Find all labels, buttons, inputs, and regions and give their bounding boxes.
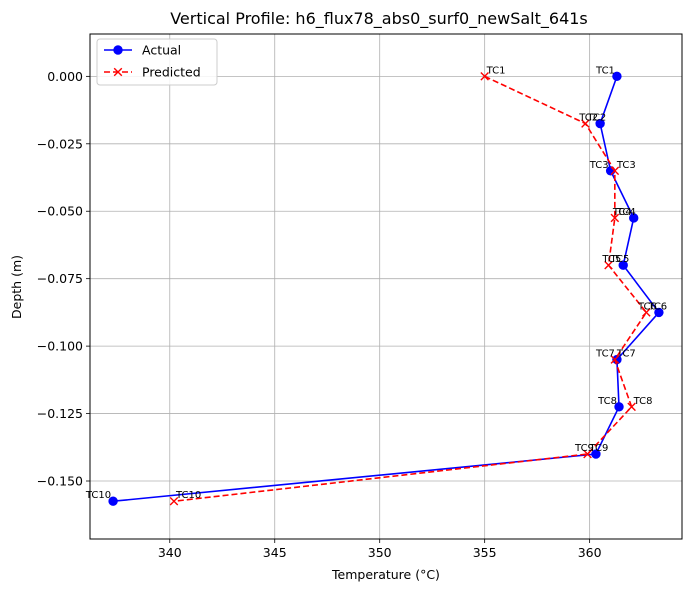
predicted-marker (113, 67, 123, 77)
actual-marker (654, 307, 664, 318)
x-tick-label: 350 (368, 545, 392, 560)
predicted-marker (169, 496, 179, 506)
actual-marker (614, 402, 624, 412)
actual-marker (612, 71, 622, 82)
actual-point-label: TC7 (595, 349, 615, 360)
x-tick-label: 345 (263, 545, 287, 560)
legend-predicted-label: Predicted (142, 65, 201, 80)
y-tick-label: −0.050 (37, 204, 83, 219)
actual-point-label: TC1 (595, 65, 615, 76)
y-tick-label: −0.075 (37, 271, 83, 286)
series-layer (108, 71, 664, 506)
predicted-marker (627, 402, 636, 412)
predicted-point-label: TC7 (616, 349, 636, 360)
x-axis: 340 345 350 355 360 (158, 539, 602, 560)
actual-point-label: TC5 (601, 254, 621, 265)
predicted-marker (642, 308, 651, 317)
actual-marker (629, 213, 639, 223)
y-tick-label: −0.025 (37, 136, 83, 151)
predicted-marker (604, 260, 613, 270)
actual-point-label: TC9 (574, 443, 594, 454)
actual-marker (108, 496, 118, 506)
actual-point-label: TC3 (589, 160, 609, 171)
actual-point-label: TC2 (578, 113, 598, 124)
predicted-marker (583, 449, 592, 459)
predicted-point-label: TC5 (610, 254, 630, 265)
plot-frame (89, 33, 683, 540)
predicted-point-label: TC9 (589, 443, 609, 454)
y-tick-label: 0.000 (47, 69, 83, 84)
y-tick-label: −0.100 (37, 339, 83, 354)
x-tick-label: 340 (158, 545, 182, 560)
actual-point-label: TC10 (85, 490, 111, 501)
legend-actual-label: Actual (142, 43, 181, 58)
x-axis-label: Temperature (°C) (331, 567, 440, 582)
legend: Actual Predicted (96, 38, 218, 86)
actual-point-label: TC6 (637, 301, 657, 312)
predicted-marker (610, 355, 620, 364)
x-tick-label: 360 (578, 545, 602, 560)
predicted-point-label: TC10 (175, 490, 201, 501)
actual-marker (591, 449, 601, 459)
predicted-marker (581, 119, 590, 128)
actual-marker (113, 45, 123, 55)
x-tick-label: 355 (473, 545, 497, 560)
actual-point-label: TC4 (612, 207, 632, 218)
actual-marker (618, 260, 628, 270)
actual-point-label: TC8 (597, 396, 617, 407)
y-tick-label: −0.150 (37, 474, 83, 489)
actual-line (113, 76, 660, 503)
predicted-marker (610, 213, 620, 223)
predicted-point-label: TC8 (633, 396, 653, 407)
predicted-point-label: TC4 (616, 207, 636, 218)
y-axis-label: Depth (m) (9, 255, 24, 319)
y-axis: 0.000 −0.025 −0.050 −0.075 −0.100 −0.125 −0.15… (37, 69, 90, 489)
predicted-point-label: TC6 (647, 301, 667, 312)
point-labels: TC1 TC2 TC3 TC4 TC5 TC6 TC7 TC8 TC9 TC10 TC1 TC2 TC3… (85, 65, 667, 501)
predicted-marker (480, 72, 489, 81)
chart-title: Vertical Profile: h6_flux78_abs0_surf0_n… (170, 9, 588, 29)
predicted-marker (610, 166, 620, 176)
predicted-point-label: TC2 (586, 113, 606, 124)
predicted-line (173, 75, 648, 503)
actual-marker (595, 118, 605, 129)
y-tick-label: −0.125 (37, 406, 83, 421)
predicted-point-label: TC3 (616, 160, 636, 171)
predicted-point-label: TC1 (486, 65, 506, 76)
